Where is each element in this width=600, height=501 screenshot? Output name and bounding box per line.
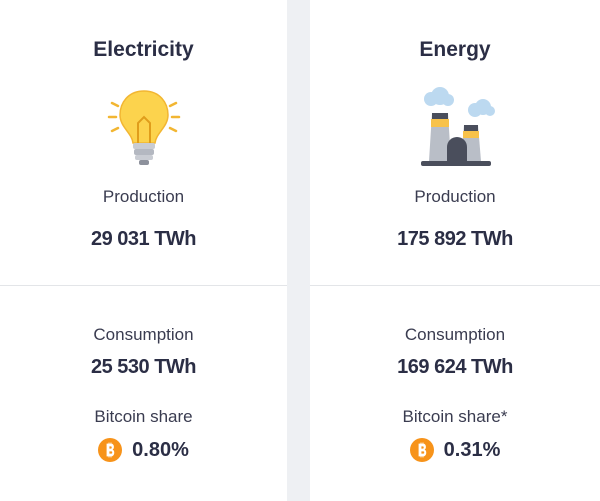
electricity-card: Electricity Production 29 031 TWh Consum…	[0, 0, 287, 501]
production-label: Production	[414, 187, 496, 206]
card-title: Energy	[419, 38, 491, 61]
bitcoin-icon	[409, 438, 434, 462]
share-row: 0.80%	[0, 438, 287, 462]
share-row: 0.31%	[310, 438, 600, 462]
share-value: 0.80%	[132, 438, 189, 461]
consumption-label: Consumption	[93, 325, 194, 344]
production-value: 175 892 TWh	[397, 228, 513, 250]
factory-icon	[421, 87, 495, 166]
consumption-label: Consumption	[404, 325, 506, 344]
card-title: Electricity	[93, 38, 194, 61]
consumption-value: 25 530 TWh	[90, 356, 197, 378]
production-label: Production	[102, 187, 185, 206]
bitcoin-icon	[98, 438, 123, 462]
card-top: Electricity Production 29 031 TWh	[0, 0, 287, 286]
bulb-icon	[107, 90, 180, 165]
card-top: Energy Production 175 892 TWh	[310, 0, 600, 286]
share-value: 0.31%	[443, 438, 501, 461]
consumption-value: 169 624 TWh	[397, 356, 513, 378]
production-value: 29 031 TWh	[90, 228, 197, 250]
energy-card: Energy Production 175 892 TWh Consumptio…	[310, 0, 600, 501]
share-label: Bitcoin share*	[402, 407, 508, 426]
share-label: Bitcoin share	[94, 407, 193, 426]
